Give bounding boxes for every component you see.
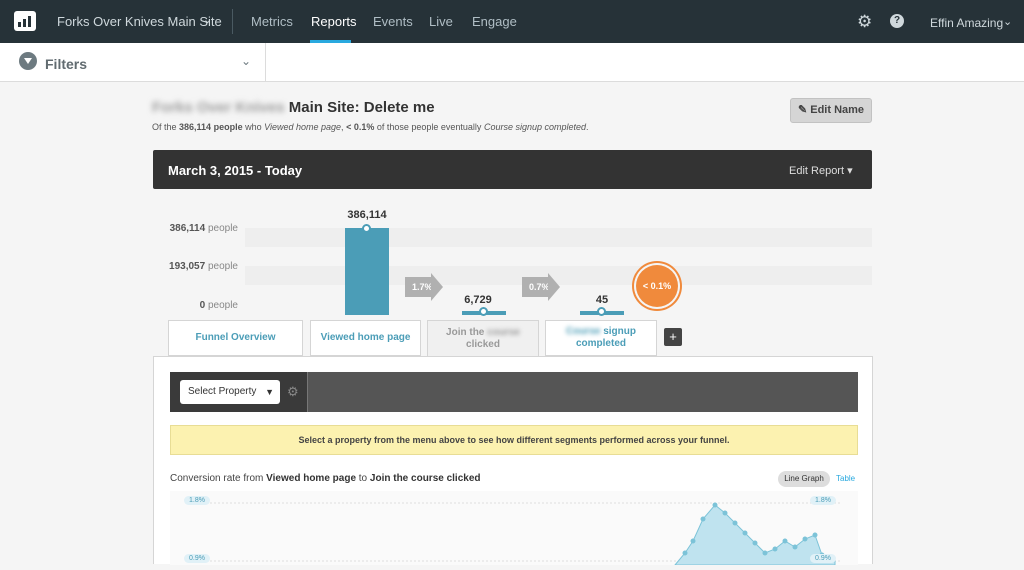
data-point: [772, 546, 778, 552]
caret-down-icon: ▼: [265, 387, 274, 397]
step-count: 45: [595, 294, 609, 306]
data-point: [712, 502, 718, 508]
y-axis-label: 1.8%: [184, 496, 210, 505]
filters-divider: [265, 43, 266, 82]
data-point: [792, 544, 798, 550]
app-logo-icon[interactable]: [14, 11, 36, 31]
conversion-chart-title: Conversion rate from Viewed home page to…: [170, 473, 481, 484]
data-point: [722, 510, 728, 516]
tab-reports[interactable]: Reports: [311, 14, 357, 29]
summary-text: ,: [341, 122, 344, 132]
data-point: [690, 538, 696, 544]
line-graph-svg: [190, 502, 840, 566]
edit-name-label: Edit Name: [810, 104, 865, 116]
nav-divider: [232, 9, 233, 34]
report-title: Forks Over Knives Main Site: Delete me: [152, 99, 435, 116]
bar-dot: [479, 307, 488, 316]
data-point: [782, 538, 788, 544]
tab-label: Course signup completed: [565, 326, 636, 349]
site-selector[interactable]: Forks Over Knives Main Site: [57, 14, 222, 29]
summary-text: Of the: [152, 122, 177, 132]
help-icon[interactable]: ?: [890, 14, 904, 28]
edit-name-button[interactable]: ✎ Edit Name: [790, 98, 872, 123]
conversion-arrow: 1.7%: [405, 273, 443, 301]
step-count: 6,729: [464, 294, 492, 306]
y-axis-label: 0 people: [199, 300, 238, 311]
bar-dot: [362, 224, 371, 233]
y-axis-label: 193,057 people: [169, 261, 238, 272]
tab-step-course-signup[interactable]: Course signup completed: [545, 320, 657, 356]
chart-band: [245, 228, 872, 247]
data-point: [742, 530, 748, 536]
summary-text: who: [245, 122, 262, 132]
summary-text: of those people eventually: [376, 122, 482, 132]
report-title-blurred: Forks Over Knives: [152, 99, 285, 116]
select-property-label: Select Property: [188, 386, 257, 397]
edit-report-button[interactable]: Edit Report ▾: [789, 164, 853, 177]
top-navigation: Forks Over Knives Main Site ⌄ Metrics Re…: [0, 0, 1024, 43]
bar-dot: [597, 307, 606, 316]
summary-text: .: [586, 122, 589, 132]
step-count: 386,114: [347, 209, 387, 221]
filters-bar: Filters ⌄: [0, 43, 1024, 82]
data-point: [752, 540, 758, 546]
segment-panel: Select Property ▼ ⚙ Select a property fr…: [153, 356, 873, 566]
data-point: [682, 550, 688, 556]
segment-notice: Select a property from the menu above to…: [170, 425, 858, 455]
data-point: [732, 520, 738, 526]
tab-metrics[interactable]: Metrics: [251, 14, 293, 29]
property-toolbar-left: Select Property ▼ ⚙: [170, 372, 308, 412]
summary-count: 386,114 people: [179, 122, 243, 132]
property-toolbar: Select Property ▼ ⚙: [170, 372, 858, 412]
edit-report-label: Edit Report: [789, 165, 845, 177]
user-menu[interactable]: Effin Amazing: [930, 16, 1004, 30]
y-axis-label: 1.8%: [810, 496, 836, 505]
summary-event: Viewed home page: [264, 122, 342, 132]
summary-percent: < 0.1%: [346, 122, 375, 132]
tab-live[interactable]: Live: [429, 14, 453, 29]
data-point: [762, 550, 768, 556]
add-step-button[interactable]: +: [664, 328, 682, 346]
tab-step-viewed-home-page[interactable]: Viewed home page: [310, 320, 421, 356]
report-summary: Of the 386,114 people who Viewed home pa…: [152, 122, 589, 132]
select-property-dropdown[interactable]: Select Property ▼: [180, 380, 280, 404]
y-axis-label: 0.9%: [184, 554, 210, 563]
gear-icon[interactable]: ⚙: [857, 12, 873, 31]
chevron-down-icon[interactable]: ⌄: [203, 14, 213, 26]
overall-conversion-badge: < 0.1%: [636, 265, 678, 307]
funnel-bar[interactable]: [345, 228, 389, 315]
data-point: [812, 532, 818, 538]
funnel-chart: 386,114 people 193,057 people 0 people 3…: [153, 195, 873, 320]
data-point: [802, 536, 808, 542]
line-graph-toggle[interactable]: Line Graph: [778, 471, 830, 487]
table-toggle[interactable]: Table: [836, 474, 856, 483]
pencil-icon: ✎: [797, 104, 808, 116]
active-tab-indicator: [310, 40, 351, 43]
tab-engage[interactable]: Engage: [472, 14, 517, 29]
tab-step-join-course[interactable]: Join the course clicked: [427, 320, 539, 357]
conversion-arrow: 0.7%: [522, 273, 560, 301]
tab-label: Join the course clicked: [446, 327, 520, 350]
chevron-down-icon[interactable]: ⌄: [241, 54, 252, 68]
y-axis-label: 0.9%: [810, 554, 836, 563]
data-point: [700, 516, 706, 522]
chevron-down-icon[interactable]: ⌄: [1003, 16, 1013, 28]
summary-event: Course signup completed: [483, 122, 587, 132]
report-title-main: Main Site: Delete me: [288, 99, 435, 116]
gear-icon[interactable]: ⚙: [287, 384, 299, 399]
filters-toggle[interactable]: Filters: [45, 56, 88, 72]
conversion-line-graph: 1.8% 1.8% 0.9% 0.9%: [170, 491, 858, 566]
tab-funnel-overview[interactable]: Funnel Overview: [168, 320, 303, 356]
caret-down-icon: ▾: [847, 165, 853, 177]
date-range[interactable]: March 3, 2015 - Today: [168, 163, 303, 178]
tab-events[interactable]: Events: [373, 14, 413, 29]
filter-icon[interactable]: [19, 52, 37, 70]
y-axis-label: 386,114 people: [169, 223, 238, 234]
date-range-bar: March 3, 2015 - Today Edit Report ▾: [153, 150, 872, 189]
